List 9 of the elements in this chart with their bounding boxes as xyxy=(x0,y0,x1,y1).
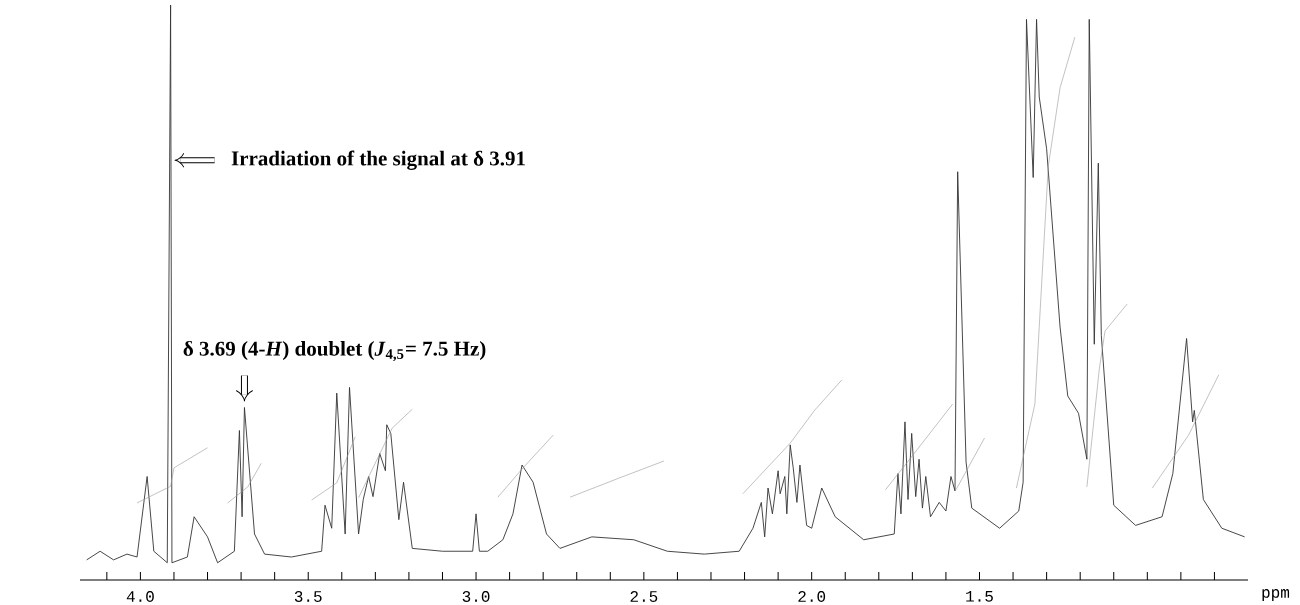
annotation: δ 3.69 (4-H) doublet (J$_{4,5}$= 7.5 Hz) xyxy=(183,340,486,362)
x-axis-title: ppm xyxy=(1262,589,1290,602)
x-tick-label: 1.5 xyxy=(966,591,993,602)
x-tick-label: 2.5 xyxy=(630,591,658,602)
x-tick-label: 3.0 xyxy=(462,591,490,602)
annotation: Irradiation of the signal at δ 3.91 xyxy=(231,150,525,170)
x-tick-label: 2.0 xyxy=(798,591,826,602)
x-tick-label: 4.0 xyxy=(126,591,154,602)
x-tick-label: 3.5 xyxy=(294,591,322,602)
